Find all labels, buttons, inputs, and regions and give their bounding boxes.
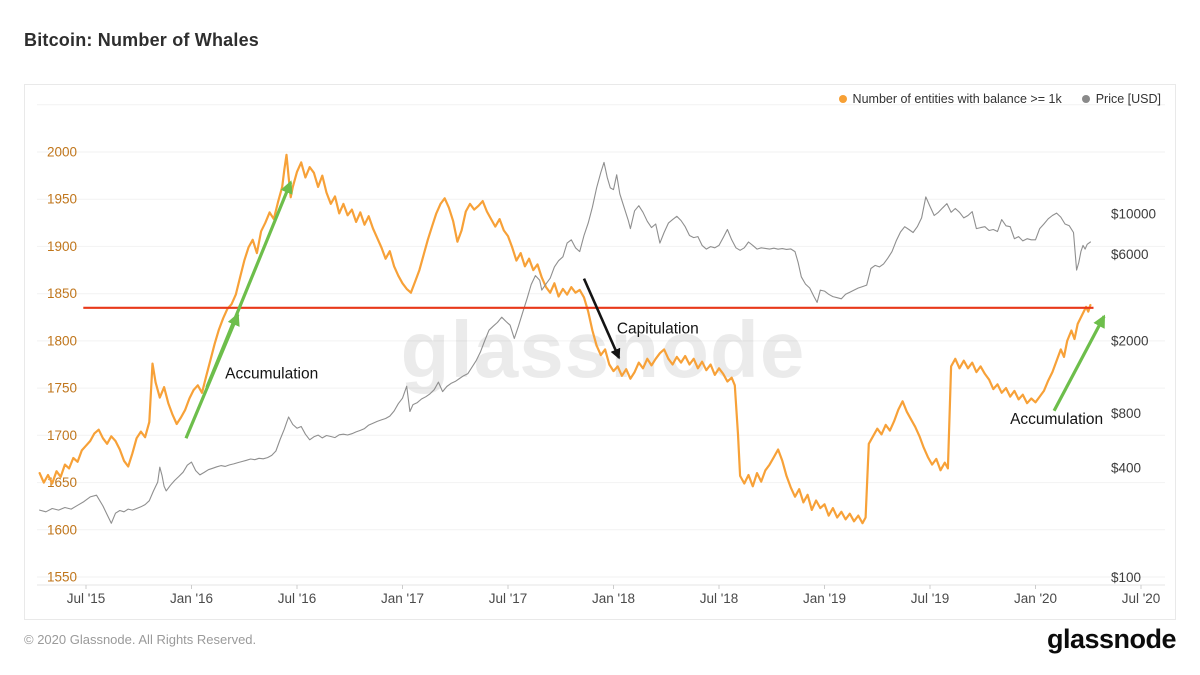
price-series-line (39, 161, 1091, 524)
legend-label-price: Price [USD] (1095, 92, 1161, 106)
chart-card: glassnode Jul '15 Jan '16 Jul '16 Jan '17 Jul… (24, 84, 1176, 620)
chart-legend: Number of entities with balance >= 1k Pr… (838, 92, 1161, 106)
annotation-label: Accumulation (1010, 411, 1103, 428)
x-tick-label: Jan '20 (1014, 591, 1057, 606)
legend-label-whales: Number of entities with balance >= 1k (852, 92, 1062, 106)
whales-series-line (38, 153, 1092, 525)
legend-item-price[interactable]: Price [USD] (1081, 92, 1161, 106)
left-axis-tick-label: 1750 (47, 381, 77, 396)
left-axis-tick-label: 1950 (47, 192, 77, 207)
right-axis-tick-label: $10000 (1111, 207, 1156, 222)
legend-marker-whales-icon (838, 95, 847, 103)
right-axis-tick-label: $6000 (1111, 247, 1149, 262)
x-tick-label: Jul '15 (67, 591, 106, 606)
x-tick-label: Jul '19 (911, 591, 950, 606)
right-axis-tick-label: $100 (1111, 570, 1141, 585)
page-title: Bitcoin: Number of Whales (24, 30, 260, 50)
left-axis-tick-label: 1800 (47, 333, 77, 348)
left-axis-tick-label: 1550 (47, 570, 77, 585)
left-axis-tick-label: 1700 (47, 428, 77, 443)
annotation-label: Accumulation (225, 366, 318, 383)
right-axis-tick-label: $800 (1111, 406, 1141, 421)
left-axis-tick-label: 1600 (47, 522, 77, 537)
page-footer: © 2020 Glassnode. All Rights Reserved. g… (24, 624, 1177, 654)
left-axis-tick-label: 2000 (47, 145, 77, 160)
left-axis-tick-label: 1900 (47, 239, 77, 254)
glassnode-logo[interactable]: glassnode (1046, 624, 1177, 654)
chart-plot[interactable]: glassnode Jul '15 Jan '16 Jul '16 Jan '17 Jul… (25, 85, 1175, 619)
x-tick-label: Jan '17 (381, 591, 424, 606)
x-tick-label: Jul '20 (1122, 591, 1161, 606)
annotation-label: Capitulation (617, 320, 699, 337)
x-tick-label: Jul '16 (278, 591, 317, 606)
legend-item-whales[interactable]: Number of entities with balance >= 1k (838, 92, 1062, 106)
x-tick-label: Jan '19 (803, 591, 846, 606)
x-tick-label: Jan '16 (170, 591, 213, 606)
copyright-text: © 2020 Glassnode. All Rights Reserved. (24, 632, 257, 647)
capitulation-arrow (582, 278, 621, 360)
legend-marker-price-icon (1081, 95, 1090, 103)
left-axis-tick-label: 1850 (47, 286, 77, 301)
right-axis-tick-label: $2000 (1111, 334, 1149, 349)
x-tick-label: Jul '18 (700, 591, 739, 606)
accumulation-arrow-2 (1052, 314, 1106, 412)
right-axis-tick-label: $400 (1111, 461, 1141, 476)
watermark-text: glassnode (401, 305, 806, 394)
x-tick-label: Jan '18 (592, 591, 635, 606)
accumulation-arrow-1b (205, 180, 293, 388)
x-tick-label: Jul '17 (489, 591, 528, 606)
